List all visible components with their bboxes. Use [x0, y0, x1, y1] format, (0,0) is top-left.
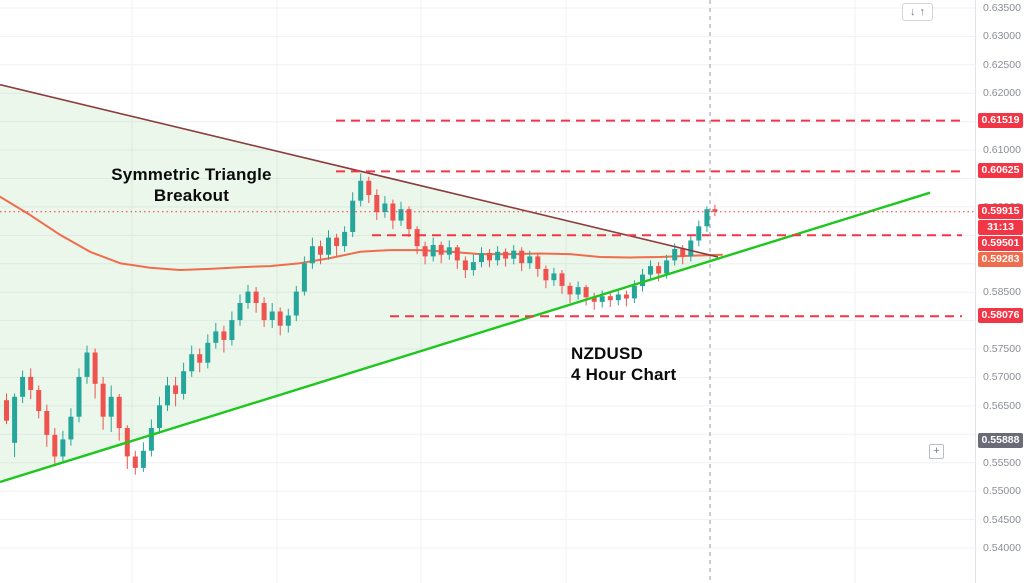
annotation-symbol[interactable]: NZDUSD 4 Hour Chart	[571, 343, 676, 385]
scale-arrows-button[interactable]: ↓ ↑	[902, 3, 933, 21]
axis-tick: 0.54000	[983, 542, 1021, 554]
axis-tick: 0.61000	[983, 144, 1021, 156]
price-level-badge: 0.58076	[978, 308, 1023, 323]
axis-tick: 0.63000	[983, 30, 1021, 42]
price-level-badge: 0.61519	[978, 113, 1023, 128]
grid-lines	[0, 0, 975, 583]
annotation-text-line: NZDUSD	[571, 344, 644, 363]
current-price-badge: 0.59915	[978, 204, 1023, 219]
annotation-triangle-breakout[interactable]: Symmetric Triangle Breakout	[84, 164, 299, 206]
axis-tick: 0.57500	[983, 343, 1021, 355]
axis-tick: 0.58500	[983, 286, 1021, 298]
axis-tick: 0.55000	[983, 485, 1021, 497]
triangle-fill	[0, 84, 718, 482]
annotation-text-line: Breakout	[153, 186, 230, 205]
axis-tick: 0.54500	[983, 514, 1021, 526]
annotation-text-line: 4 Hour Chart	[571, 365, 677, 384]
axis-tick: 0.62500	[983, 59, 1021, 71]
axis-tick: 0.63500	[983, 2, 1021, 14]
arrow-down-icon: ↓	[910, 6, 916, 18]
price-level-badge: 0.60625	[978, 163, 1023, 178]
price-level-badge: 0.59283	[978, 252, 1023, 267]
annotation-text-line: Symmetric Triangle	[111, 165, 272, 184]
ma-line[interactable]	[0, 195, 723, 271]
lower-trendline[interactable]	[0, 191, 931, 484]
axis-tick: 0.55500	[983, 457, 1021, 469]
axis-tick: 0.57000	[983, 371, 1021, 383]
axis-tick: 0.62000	[983, 87, 1021, 99]
add-order-plus-button[interactable]: +	[929, 444, 944, 459]
arrow-up-icon: ↑	[919, 6, 926, 18]
price-level-badge: 0.59501	[978, 236, 1023, 251]
price-level-badge: 0.55888	[978, 433, 1023, 448]
countdown-badge: 31:13	[978, 220, 1023, 235]
axis-tick: 0.56500	[983, 400, 1021, 412]
candles	[4, 173, 718, 475]
level-lines[interactable]	[336, 119, 962, 318]
price-axis[interactable]: 0.635000.630000.625000.620000.610000.600…	[975, 0, 1024, 583]
